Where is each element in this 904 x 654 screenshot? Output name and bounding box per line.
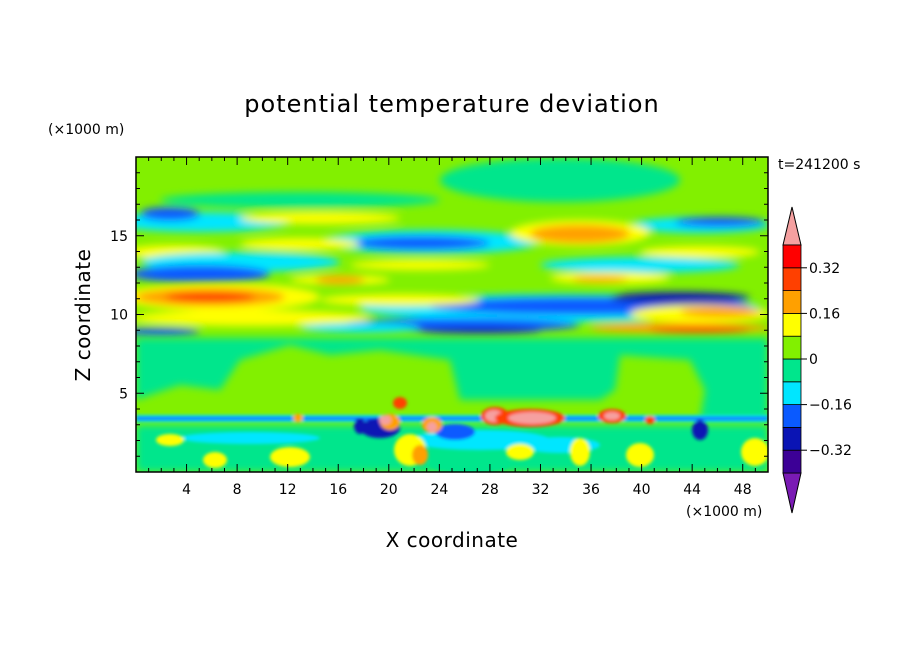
- x-tick-label: 32: [532, 482, 550, 498]
- x-tick-label: 8: [233, 482, 242, 498]
- lower-negative-region: [136, 338, 768, 420]
- x-tick-label: 28: [481, 482, 499, 498]
- x-tick-label: 4: [182, 482, 191, 498]
- time-label: t=241200 s: [778, 157, 860, 173]
- x-axis-ticks: 4 8 12 16 20 24 28 32 36 40 44 48: [148, 157, 756, 498]
- colorbar-segment: [782, 449, 802, 474]
- chart-title: potential temperature deviation: [244, 90, 659, 118]
- upper-bands: [136, 158, 768, 285]
- colorbar-label: 0.32: [809, 261, 840, 277]
- colorbar-segment: [782, 312, 802, 337]
- tropopause-bands: [136, 283, 768, 336]
- colorbar-segment: [782, 267, 802, 291]
- y-tick-label: 15: [110, 229, 128, 245]
- x-axis-label: X coordinate: [386, 528, 519, 552]
- y-axis-ticks: 5 10 15: [110, 172, 768, 457]
- x-tick-label: 36: [582, 482, 600, 498]
- colorbar-bottom-arrow: [782, 472, 802, 514]
- y-axis-unit: (×1000 m): [48, 122, 124, 138]
- colorbar-segment: [782, 244, 802, 269]
- convective-zone: [136, 397, 768, 472]
- x-tick-label: 20: [380, 482, 398, 498]
- colorbar-segment: [782, 290, 802, 314]
- colorbar-segment: [782, 358, 802, 383]
- colorbar-label: 0.16: [809, 306, 840, 322]
- y-axis-label: Z coordinate: [71, 249, 95, 382]
- colorbar-segment: [782, 381, 802, 405]
- colorbar-segment: [782, 404, 802, 428]
- colorbar-label: −0.16: [809, 398, 852, 414]
- colorbar: 0.32 0.16 0 −0.16 −0.32: [782, 206, 852, 514]
- x-tick-label: 12: [279, 482, 297, 498]
- x-tick-label: 40: [633, 482, 651, 498]
- x-tick-label: 48: [734, 482, 752, 498]
- colorbar-label: 0: [809, 352, 818, 368]
- x-tick-label: 44: [683, 482, 701, 498]
- colorbar-segment: [782, 426, 802, 451]
- colorbar-top-arrow: [782, 206, 802, 246]
- x-tick-label: 24: [430, 482, 448, 498]
- colorbar-segment: [782, 335, 802, 360]
- x-tick-label: 16: [329, 482, 347, 498]
- y-tick-label: 5: [119, 386, 128, 402]
- y-tick-label: 10: [110, 308, 128, 324]
- colorbar-label: −0.32: [809, 443, 852, 459]
- contour-field: [136, 157, 768, 472]
- x-axis-unit: (×1000 m): [686, 504, 762, 520]
